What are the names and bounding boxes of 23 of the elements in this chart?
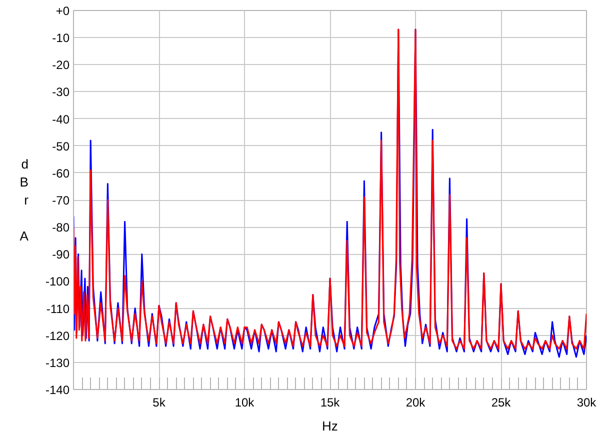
x-tick-label: 30k [576, 396, 598, 410]
text: dBr A [20, 156, 28, 244]
x-tick-label: 25k [491, 396, 512, 410]
x-tick-label: 5k [152, 396, 166, 410]
y-tick-label: -110 [46, 302, 70, 316]
x-tick-label: 10k [234, 396, 256, 410]
y-tick-label: +0 [56, 4, 70, 18]
y-tick-label: -10 [52, 31, 70, 46]
x-tick-label: 20k [406, 396, 426, 410]
y-tick-label: -50 [52, 139, 70, 154]
y-tick-label: -100 [45, 274, 70, 289]
y-tick-label: -120 [45, 328, 70, 343]
y-tick-label: -130 [45, 356, 70, 370]
y-tick-label: -30 [52, 85, 70, 100]
y-tick-label: -140 [45, 383, 70, 397]
y-tick-label: -90 [52, 248, 70, 262]
x-tick-label: 15k [320, 396, 341, 410]
y-tick-label: -40 [52, 112, 70, 126]
y-tick-label: -60 [52, 166, 70, 180]
y-tick-label: -70 [52, 194, 70, 208]
y-tick-label: -80 [52, 220, 70, 235]
y-tick-label: -20 [52, 58, 70, 72]
x-axis-title: Hz [322, 418, 338, 434]
